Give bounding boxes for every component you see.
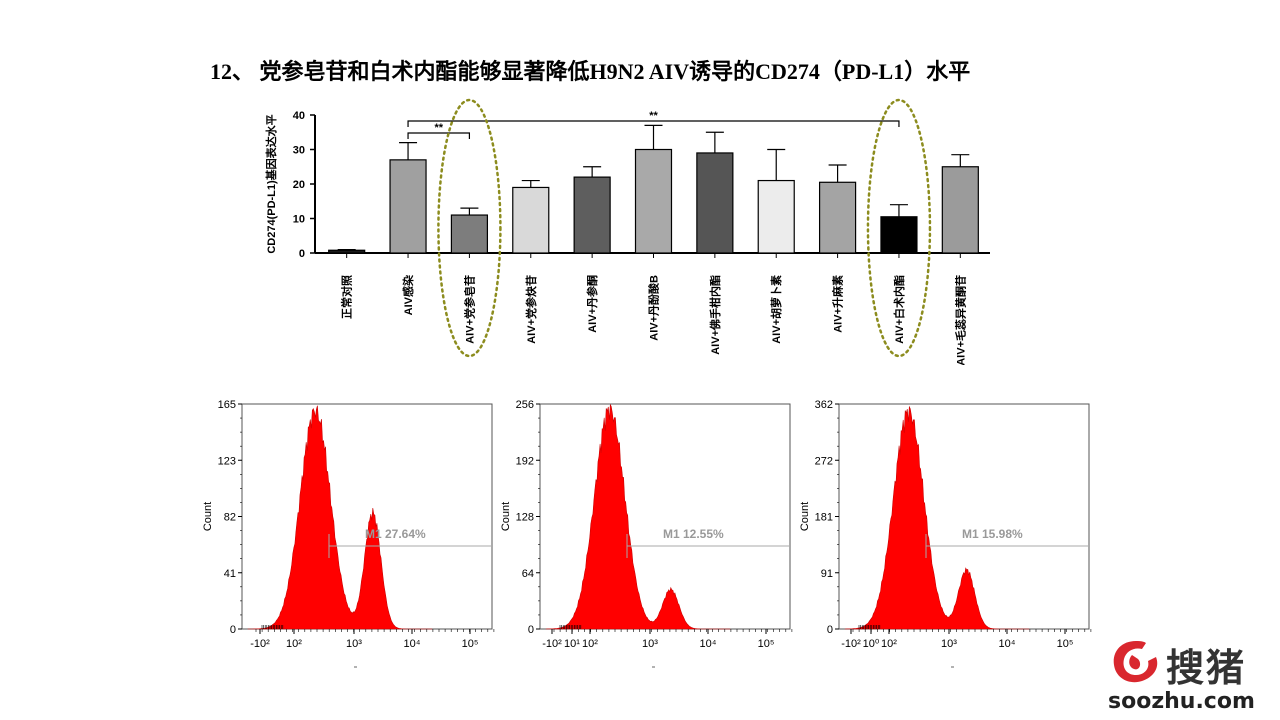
category-label-8: AIV+升麻素 [831, 275, 845, 333]
watermark-logo-text: 搜猪 [1166, 645, 1247, 690]
x-tick-label: 10² [286, 638, 302, 650]
y-axis-label: Count [799, 502, 811, 531]
flow-histogram-3: 0 91 181 272 362 Count -10² 10⁰ 10² 10³ 10⁴ 10⁵ M1 1… [799, 399, 1092, 668]
watermark-domain: soozhu.com [1108, 689, 1255, 714]
x-tick-label: 10⁴ [404, 638, 421, 650]
histogram-area [247, 405, 433, 630]
bar-10 [941, 166, 979, 254]
x-tick-label: 10³ [346, 638, 362, 650]
y-axis-label: Count [202, 502, 214, 531]
bar-8 [818, 181, 857, 254]
bar-0 [328, 249, 366, 254]
category-label-3: AIV+党参炔苷 [524, 275, 538, 344]
x-tick-label: 10⁴ [999, 638, 1016, 650]
x-tick-label: -10² [542, 638, 562, 650]
category-label-0: 正常对照 [340, 275, 354, 319]
y-tick-label: 30 [293, 145, 305, 157]
y-tick-label: 10 [293, 214, 305, 226]
y-tick-label: 181 [815, 512, 833, 524]
highlight-ellipse-0 [437, 98, 502, 358]
flow-histogram-2: 0 64 128 192 256 Count -10² 10¹ 10² 10³ 10⁴ 10⁵ M1 1… [500, 399, 793, 668]
y-tick-label: 41 [224, 568, 236, 580]
significance-label-0: ** [434, 122, 443, 134]
y-tick-label: 20 [293, 179, 305, 191]
x-tick-label: 10⁴ [700, 638, 717, 650]
category-label-2: AIV+党参皂苷 [462, 275, 476, 344]
slide-title: 12、 党参皂苷和白术内酯能够显著降低H9N2 AIV诱导的CD274（PD-L… [210, 59, 971, 84]
y-tick-label: 192 [516, 455, 534, 467]
y-tick-label: 0 [299, 248, 305, 260]
bar-7 [757, 179, 795, 254]
category-label-9: AIV+白术内酯 [892, 275, 906, 344]
x-tick-label: -10² [250, 638, 270, 650]
plot-frame [539, 403, 791, 630]
y-tick-label: 0 [230, 624, 236, 636]
x-tick-label: 10³ [642, 638, 658, 650]
category-label-10: AIV+毛蕊异黄酮苷 [953, 275, 967, 365]
soozhu-logo-icon [1113, 641, 1158, 683]
y-tick-label: 123 [218, 455, 236, 467]
category-label-4: AIV+丹参酮 [585, 275, 599, 333]
gate-label: M1 15.98% [962, 527, 1023, 541]
watermark: 搜猪 soozhu.com [1108, 635, 1278, 715]
bar-3 [512, 186, 550, 254]
bar-1 [389, 159, 427, 254]
x-tick-label: 10⁰ [863, 638, 880, 650]
significance-bracket-1 [407, 120, 900, 127]
highlight-ellipse-1 [866, 98, 932, 358]
x-tick-label: 10⁵ [758, 638, 775, 650]
category-label-5: AIV+丹酚酸B [647, 275, 661, 341]
y-axis-label: Count [500, 502, 512, 531]
x-tick-label: 10¹ [564, 638, 580, 650]
category-label-7: AIV+胡萝卜素 [769, 275, 783, 344]
x-tick-label: 10³ [941, 638, 957, 650]
gate-label: M1 27.64% [365, 527, 426, 541]
histogram-area [545, 404, 731, 630]
y-tick-label: 256 [516, 399, 534, 411]
bar-5 [634, 148, 673, 254]
significance-label-1: ** [649, 110, 658, 122]
category-label-1: AIV感染 [401, 274, 415, 315]
bar-4 [573, 176, 611, 254]
x-tick-label: 10² [881, 638, 897, 650]
y-tick-label: 362 [815, 399, 833, 411]
category-label-6: AIV+佛手柑内酯 [708, 275, 722, 355]
y-tick-label: 82 [224, 512, 236, 524]
histogram-area [844, 405, 1030, 630]
x-tick-label: -10² [841, 638, 861, 650]
gate-label: M1 12.55% [663, 527, 724, 541]
y-tick-label: 0 [528, 624, 534, 636]
y-tick-label: 64 [522, 568, 534, 580]
bar-9 [880, 216, 918, 254]
flow-histogram-1: 0 41 82 123 165 Count -10² 10² 10³ 10⁴ 10⁵ M1 27.64… [202, 399, 495, 668]
x-tick-label: 10² [582, 638, 598, 650]
bar-6 [696, 152, 734, 254]
y-tick-label: 165 [218, 399, 236, 411]
y-tick-label: 128 [516, 512, 534, 524]
significance-bracket-0 [407, 132, 471, 139]
y-tick-label: 0 [827, 624, 833, 636]
y-tick-label: 40 [293, 110, 305, 122]
y-axis-label: CD274(PD-L1)基因表达水平 [264, 114, 278, 253]
bar-2 [450, 214, 489, 254]
x-tick-label: 10⁵ [462, 638, 479, 650]
y-tick-label: 91 [821, 568, 833, 580]
y-tick-label: 272 [815, 455, 833, 467]
x-tick-label: 10⁵ [1057, 638, 1074, 650]
